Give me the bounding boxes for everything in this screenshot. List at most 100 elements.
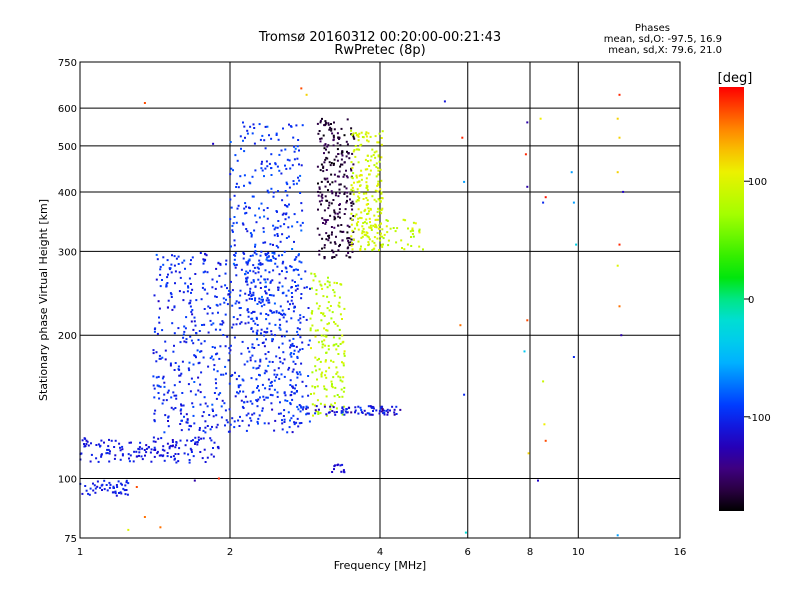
data-point-low-trace	[187, 453, 190, 456]
data-point-low-trace	[190, 451, 193, 453]
data-point-o-wide	[197, 376, 200, 379]
data-point-o-upper	[300, 164, 303, 167]
data-point-o-wide	[187, 367, 190, 370]
data-point-o-wide	[213, 364, 216, 367]
data-point-o-wide	[268, 322, 271, 325]
data-point-x-f2	[351, 229, 354, 232]
data-point-o-f2	[332, 164, 335, 166]
data-point-sparse	[622, 190, 625, 193]
data-point-sparse	[523, 350, 526, 353]
data-point-sparse	[143, 102, 146, 104]
data-point-o-f2	[318, 249, 321, 252]
data-point-o-f2	[350, 204, 353, 207]
data-point-x-f2	[373, 236, 376, 239]
data-point-o-wide	[256, 400, 259, 403]
data-point-o-wide	[204, 431, 207, 434]
data-point-o-wide	[264, 353, 267, 356]
data-point-low-trace	[97, 443, 100, 446]
data-point-o-wide	[229, 344, 232, 347]
data-point-o-wide	[211, 403, 214, 406]
data-point-o-stem	[286, 300, 289, 303]
data-point-o-upper	[250, 233, 253, 236]
data-point-o-wide	[249, 400, 252, 403]
data-point-e-trace	[327, 411, 330, 414]
data-point-o-upper	[239, 175, 242, 178]
data-point-x-f2	[353, 181, 355, 184]
data-point-o-f2	[319, 119, 322, 122]
data-point-x-f1	[311, 385, 314, 388]
data-point-o-wide	[265, 313, 268, 315]
data-point-o-wide	[157, 375, 160, 378]
data-point-o-f2	[341, 239, 344, 242]
data-point-o-wide	[236, 391, 238, 394]
data-point-low-trace	[137, 447, 140, 450]
data-point-o-wide	[185, 338, 188, 341]
data-point-o-upper	[248, 181, 251, 184]
data-point-o-f2	[346, 150, 348, 153]
data-point-o-wide	[253, 310, 256, 313]
data-point-low-trace	[143, 449, 146, 451]
data-point-o-wide	[215, 414, 218, 417]
data-point-o-wide	[200, 298, 203, 301]
data-point-o-f2	[344, 208, 347, 211]
data-point-o-f2	[347, 152, 350, 155]
data-point-x-f2	[364, 248, 367, 251]
data-point-o-wide	[252, 310, 255, 313]
data-point-o-wide	[222, 334, 225, 336]
data-point-o-wide	[296, 405, 299, 408]
data-point-x-f1	[316, 358, 319, 361]
data-point-o-f2	[319, 169, 322, 172]
data-point-o-f2	[347, 239, 350, 242]
data-point-o-wide	[209, 428, 212, 431]
data-point-o-upper	[279, 305, 282, 308]
data-point-o-f2	[320, 180, 323, 183]
data-point-o-stem	[267, 314, 270, 317]
data-point-o-wide	[182, 291, 185, 294]
data-point-low-trace	[103, 441, 105, 444]
data-point-low-trace	[135, 455, 138, 458]
data-point-o-upper	[277, 220, 280, 222]
data-point-x-tail	[404, 219, 407, 222]
data-point-x-f2	[374, 135, 377, 138]
data-point-low-trace	[108, 452, 111, 455]
data-point-sparse	[127, 528, 130, 531]
data-point-o-wide	[193, 354, 196, 357]
data-point-x-f1	[323, 385, 326, 388]
data-point-o-wide	[240, 352, 243, 355]
data-point-low-trace	[100, 439, 103, 442]
data-point-o-stem	[269, 259, 272, 261]
data-point-o-upper	[285, 267, 288, 270]
data-point-o-wide	[192, 405, 195, 408]
data-point-o-wide	[202, 411, 205, 414]
data-point-o-wide	[164, 358, 167, 361]
data-point-o-stem	[251, 402, 254, 405]
data-point-x-f2	[352, 132, 355, 135]
data-point-o-wide	[244, 395, 247, 398]
data-point-o-upper	[263, 215, 266, 218]
data-point-x-f1	[321, 371, 324, 374]
data-point-o-stem	[290, 352, 293, 354]
data-point-o-stem	[298, 371, 301, 374]
data-point-o-wide	[252, 330, 255, 333]
data-point-o-wide	[180, 404, 183, 407]
data-point-o-stem	[250, 328, 253, 330]
data-point-o-stem	[262, 341, 265, 344]
data-point-e-trace	[354, 411, 356, 414]
data-point-o-upper	[234, 154, 237, 157]
data-point-o-upper	[261, 160, 263, 163]
data-point-o-f2	[323, 209, 326, 212]
data-point-o-upper	[233, 239, 236, 242]
data-point-low-band	[108, 481, 111, 484]
data-point-x-f2	[366, 160, 369, 163]
data-point-o-wide	[256, 324, 259, 326]
data-point-o-wide	[202, 271, 205, 274]
data-point-x-f1	[320, 375, 323, 378]
data-point-o-wide	[180, 429, 183, 432]
data-point-e-trace	[391, 405, 394, 408]
data-point-o-upper	[299, 174, 302, 177]
data-point-o-wide	[273, 373, 276, 376]
data-point-o-f2	[346, 195, 349, 198]
data-point-o-upper	[245, 228, 248, 230]
data-point-o-wide	[212, 410, 214, 412]
